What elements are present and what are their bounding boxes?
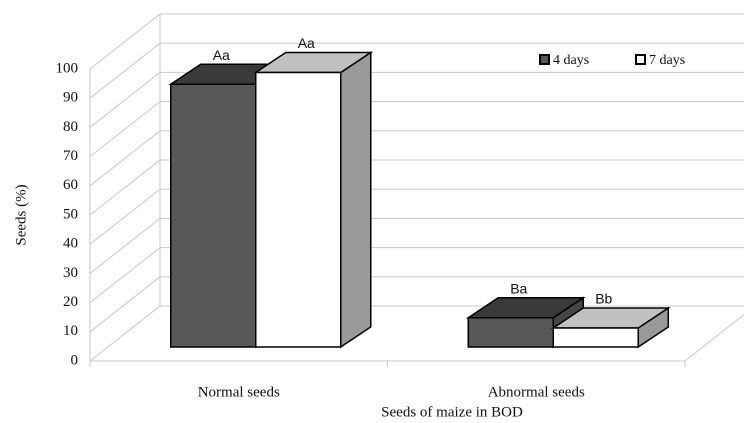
- legend-swatch: [539, 54, 550, 65]
- legend-swatch: [635, 54, 646, 65]
- y-tick-label: 0: [71, 352, 79, 368]
- legend-label: 4 days: [553, 53, 589, 68]
- y-tick-label: 40: [63, 236, 78, 252]
- y-tick-label: 80: [63, 119, 78, 135]
- y-tick-label: 10: [63, 323, 78, 339]
- bar-front: [170, 83, 257, 348]
- x-tick-label: Abnormal seeds: [488, 384, 585, 400]
- y-tick-label: 70: [63, 148, 78, 164]
- bar-annotation: Ba: [510, 281, 527, 297]
- bar: [465, 296, 586, 349]
- legend-label: 7 days: [649, 53, 685, 68]
- bar: [253, 51, 374, 349]
- bar-front: [552, 327, 639, 348]
- bar-front: [467, 317, 554, 348]
- y-axis-title: Seeds (%): [13, 184, 29, 245]
- x-tick-label: Normal seeds: [198, 384, 280, 400]
- y-tick-label: 100: [56, 60, 79, 76]
- y-tick-label: 30: [63, 265, 78, 281]
- y-tick-label: 50: [63, 206, 78, 222]
- bar-annotation: Aa: [298, 35, 315, 51]
- y-tick-label: 20: [63, 294, 78, 310]
- bar: [550, 306, 671, 349]
- bar-front: [255, 71, 342, 348]
- x-axis-title: Seeds of maize in BOD: [381, 404, 523, 420]
- y-tick-label: 60: [63, 177, 78, 193]
- bar-side: [340, 51, 372, 349]
- bar-annotation: Aa: [213, 47, 230, 63]
- bar-annotation: Bb: [595, 291, 612, 307]
- y-tick-label: 90: [63, 90, 78, 106]
